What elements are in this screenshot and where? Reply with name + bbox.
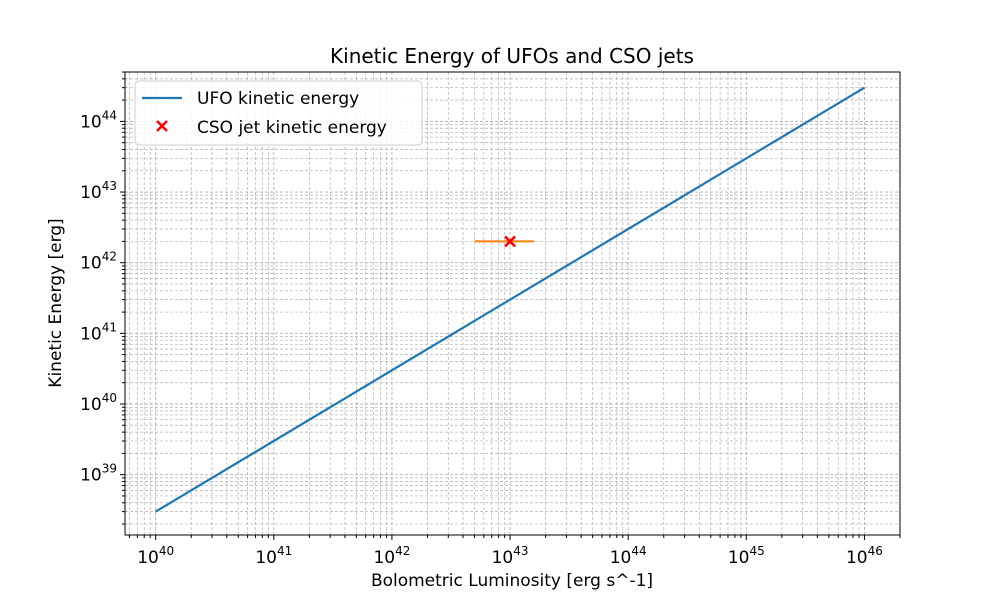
y-tick-label: 1043 xyxy=(80,179,117,203)
y-tick-label: 1039 xyxy=(80,462,117,486)
x-tick-label: 1046 xyxy=(846,544,883,568)
grid xyxy=(125,71,901,535)
y-tick-label: 1044 xyxy=(80,108,117,132)
chart-title: Kinetic Energy of UFOs and CSO jets xyxy=(330,44,694,68)
y-axis-label: Kinetic Energy [erg] xyxy=(46,218,66,387)
x-axis-label: Bolometric Luminosity [erg s^-1] xyxy=(371,571,653,591)
y-tick-label: 1040 xyxy=(80,391,117,415)
x-tick-label: 1042 xyxy=(373,544,410,568)
legend-x-marker xyxy=(156,120,168,132)
legend-box xyxy=(134,80,423,146)
legend-label-cso: CSO jet kinetic energy xyxy=(197,118,387,138)
legend: UFO kinetic energy CSO jet kinetic energ… xyxy=(134,80,423,146)
x-tick-label: 1043 xyxy=(492,544,529,568)
data-layer xyxy=(155,86,866,513)
legend-label-ufo: UFO kinetic energy xyxy=(197,89,359,109)
cso-jet-point xyxy=(504,235,516,248)
x-tick-label: 1044 xyxy=(610,544,647,568)
y-tick-label: 1041 xyxy=(80,320,117,344)
cso-jet-marker-stroke xyxy=(504,235,516,248)
y-tick-label: 1042 xyxy=(80,250,117,274)
x-tick-label: 1040 xyxy=(137,544,174,568)
ufo-kinetic-energy-line xyxy=(155,86,866,513)
plot-frame xyxy=(124,71,901,536)
ticks: 1040 1041 1042 1043 1044 1045 1046 1039 1040 1041… xyxy=(80,71,901,568)
x-tick-label: 1041 xyxy=(255,544,292,568)
x-tick-label: 1045 xyxy=(728,544,765,568)
